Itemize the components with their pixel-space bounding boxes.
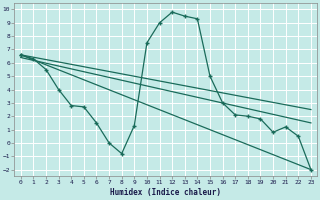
X-axis label: Humidex (Indice chaleur): Humidex (Indice chaleur) (110, 188, 221, 197)
